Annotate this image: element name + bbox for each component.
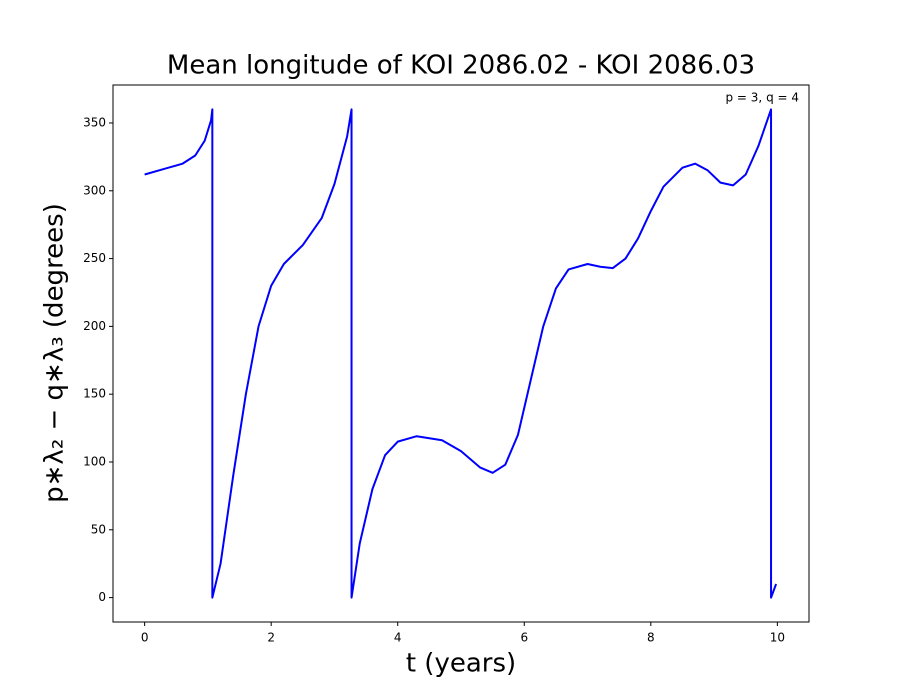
annotation: p = 3, q = 4: [726, 91, 800, 105]
x-tick-label: 8: [647, 631, 655, 645]
y-tick-label: 200: [83, 319, 106, 333]
y-axis-label: p∗λ₂ − q∗λ₃ (degrees): [40, 203, 70, 503]
y-tick-label: 250: [83, 251, 106, 265]
x-tick-label: 2: [267, 631, 275, 645]
y-tick-label: 350: [83, 115, 106, 129]
x-tick-label: 6: [520, 631, 528, 645]
line-series: [144, 108, 778, 599]
y-tick-label: 0: [98, 590, 106, 604]
plot-frame: [112, 84, 810, 623]
chart-title: Mean longitude of KOI 2086.02 - KOI 2086…: [167, 51, 755, 81]
x-axis-label: t (years): [406, 649, 516, 679]
y-tick-label: 100: [83, 454, 106, 468]
y-tick-label: 150: [83, 387, 106, 401]
y-tick-label: 300: [83, 183, 106, 197]
y-tick-label: 50: [91, 522, 106, 536]
x-tick-label: 10: [770, 631, 785, 645]
x-tick-label: 0: [141, 631, 149, 645]
x-tick-label: 4: [394, 631, 402, 645]
